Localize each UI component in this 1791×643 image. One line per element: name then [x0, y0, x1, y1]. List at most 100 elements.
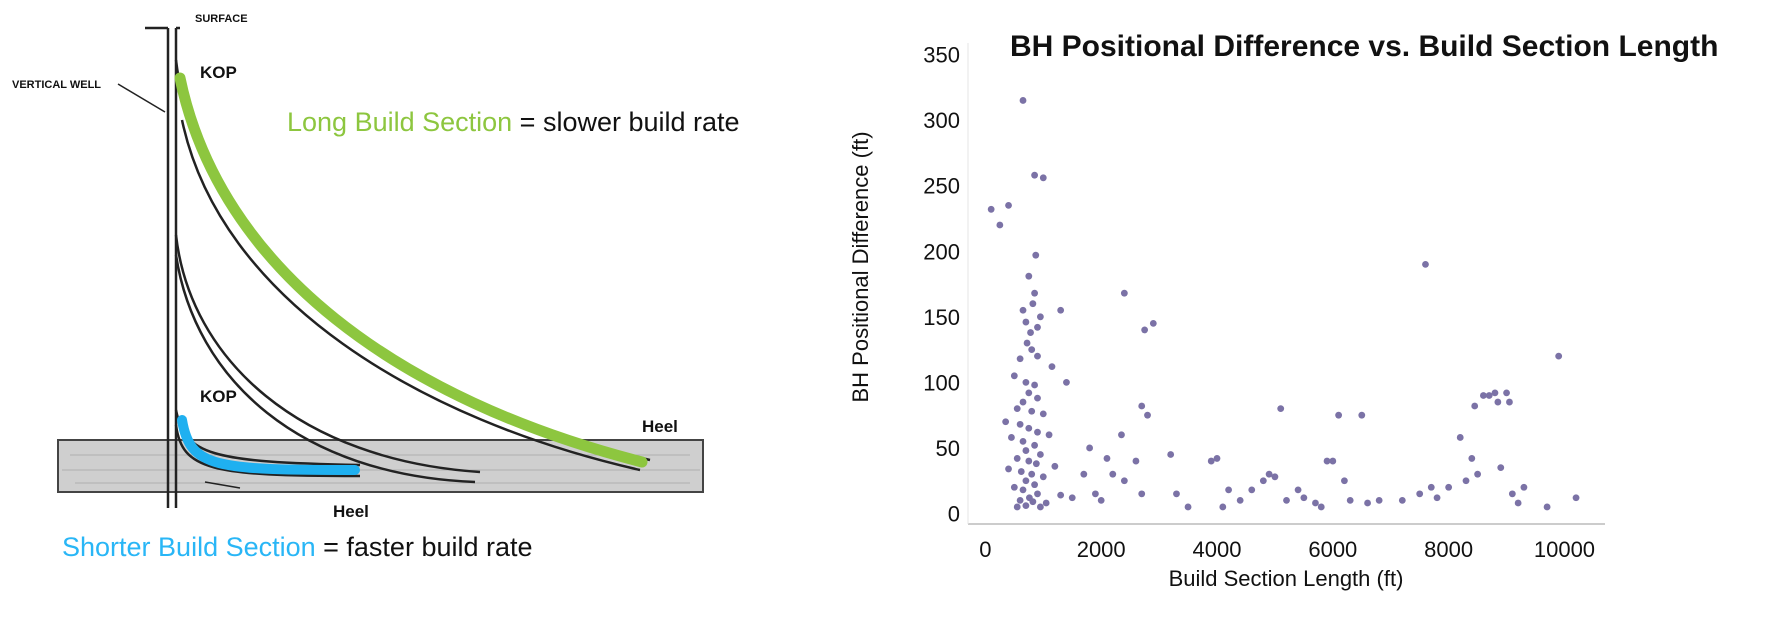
data-point — [1236, 496, 1244, 504]
data-point — [1207, 457, 1215, 465]
vertical-wellbore — [145, 26, 180, 508]
data-point — [1248, 486, 1256, 494]
data-point — [1173, 490, 1180, 498]
kop-upper-label: KOP — [200, 63, 237, 82]
vertical-well-pointer — [117, 83, 166, 113]
kop-lower-label: KOP — [200, 387, 237, 406]
data-point — [1543, 503, 1551, 511]
data-point — [1132, 457, 1140, 465]
data-point — [1031, 381, 1038, 389]
data-point — [1068, 494, 1076, 502]
data-point — [1572, 494, 1580, 502]
data-point — [1005, 201, 1012, 209]
data-point — [1364, 499, 1371, 507]
data-point — [1341, 477, 1348, 485]
data-point — [1013, 405, 1021, 413]
data-point — [1034, 490, 1041, 498]
data-point — [1022, 378, 1030, 386]
data-point — [1008, 434, 1015, 441]
data-point — [1503, 389, 1510, 397]
well-diagram: SURFACE VERTICAL WELL KOP KOP Heel Heel … — [12, 13, 740, 562]
heel-lower-label: Heel — [333, 502, 369, 521]
short-build-curve — [177, 415, 360, 475]
long-build-caption: Long Build Section = slower build rate — [287, 107, 740, 137]
data-point — [1416, 490, 1424, 498]
x-tick-label: 8000 — [1424, 537, 1473, 562]
data-point — [1283, 496, 1290, 504]
data-point — [1219, 503, 1227, 511]
data-point — [1039, 410, 1047, 418]
long-build-curve — [174, 72, 648, 468]
data-point — [1520, 483, 1528, 491]
data-point — [1010, 483, 1018, 491]
data-point — [1491, 389, 1499, 397]
data-point — [1034, 323, 1041, 331]
data-point — [1028, 346, 1036, 353]
long-build-caption-colored: Long Build Section — [287, 107, 512, 137]
x-tick-label: 10000 — [1534, 537, 1595, 562]
data-point — [1025, 272, 1033, 280]
data-point — [1213, 455, 1221, 462]
data-point — [1028, 470, 1036, 478]
data-point — [1032, 251, 1040, 259]
data-point — [1433, 494, 1441, 502]
heel-pointer — [204, 481, 241, 489]
short-build-caption-colored: Shorter Build Section — [62, 532, 316, 562]
data-point — [1027, 329, 1034, 336]
data-point — [996, 221, 1004, 229]
data-point — [1025, 389, 1033, 397]
data-point — [1031, 481, 1038, 489]
data-point — [1019, 306, 1027, 314]
data-point — [1057, 491, 1065, 499]
data-point — [1023, 339, 1031, 347]
data-point — [1005, 465, 1012, 473]
x-tick-label: 0 — [979, 537, 991, 562]
data-point — [1427, 483, 1435, 491]
data-point — [1358, 411, 1366, 419]
y-tick-label: 200 — [923, 239, 960, 264]
data-point — [1034, 428, 1041, 436]
data-point — [1271, 473, 1279, 481]
data-point — [1259, 477, 1267, 485]
data-point — [1029, 300, 1037, 308]
data-point — [1468, 455, 1476, 462]
x-tick-label: 6000 — [1308, 537, 1357, 562]
data-points — [987, 97, 1580, 511]
x-tick-label: 4000 — [1193, 537, 1242, 562]
data-point — [1034, 352, 1041, 360]
data-point — [1346, 496, 1354, 504]
data-point — [1120, 289, 1128, 297]
data-point — [1092, 490, 1099, 498]
data-point — [1514, 499, 1522, 507]
data-point — [1294, 486, 1302, 494]
data-point — [1474, 470, 1481, 478]
data-point — [1022, 502, 1030, 510]
data-point — [1144, 411, 1151, 419]
data-point — [1063, 378, 1070, 386]
data-point — [1019, 398, 1027, 406]
data-point — [1277, 405, 1285, 413]
data-point — [1149, 319, 1157, 327]
data-point — [1167, 451, 1175, 458]
data-point — [1120, 477, 1128, 485]
y-axis-label: BH Positional Difference (ft) — [848, 131, 873, 402]
data-point — [1312, 499, 1319, 507]
data-point — [1016, 496, 1024, 504]
middle-wellbore — [174, 234, 481, 484]
data-point — [1036, 451, 1044, 458]
data-point — [1032, 460, 1040, 468]
data-point — [1265, 470, 1273, 478]
chart-title: BH Positional Difference vs. Build Secti… — [1010, 30, 1718, 63]
data-point — [1019, 437, 1027, 445]
data-point — [1097, 496, 1105, 504]
vertical-well-label: VERTICAL WELL — [12, 79, 101, 91]
data-point — [1019, 486, 1027, 494]
data-point — [1184, 503, 1192, 511]
data-point — [1118, 431, 1125, 439]
data-point — [1471, 402, 1479, 410]
data-point — [1016, 355, 1024, 363]
data-point — [1031, 289, 1038, 297]
data-point — [1025, 424, 1033, 432]
long-build-caption-rest: = slower build rate — [512, 107, 739, 137]
data-point — [1329, 457, 1337, 465]
